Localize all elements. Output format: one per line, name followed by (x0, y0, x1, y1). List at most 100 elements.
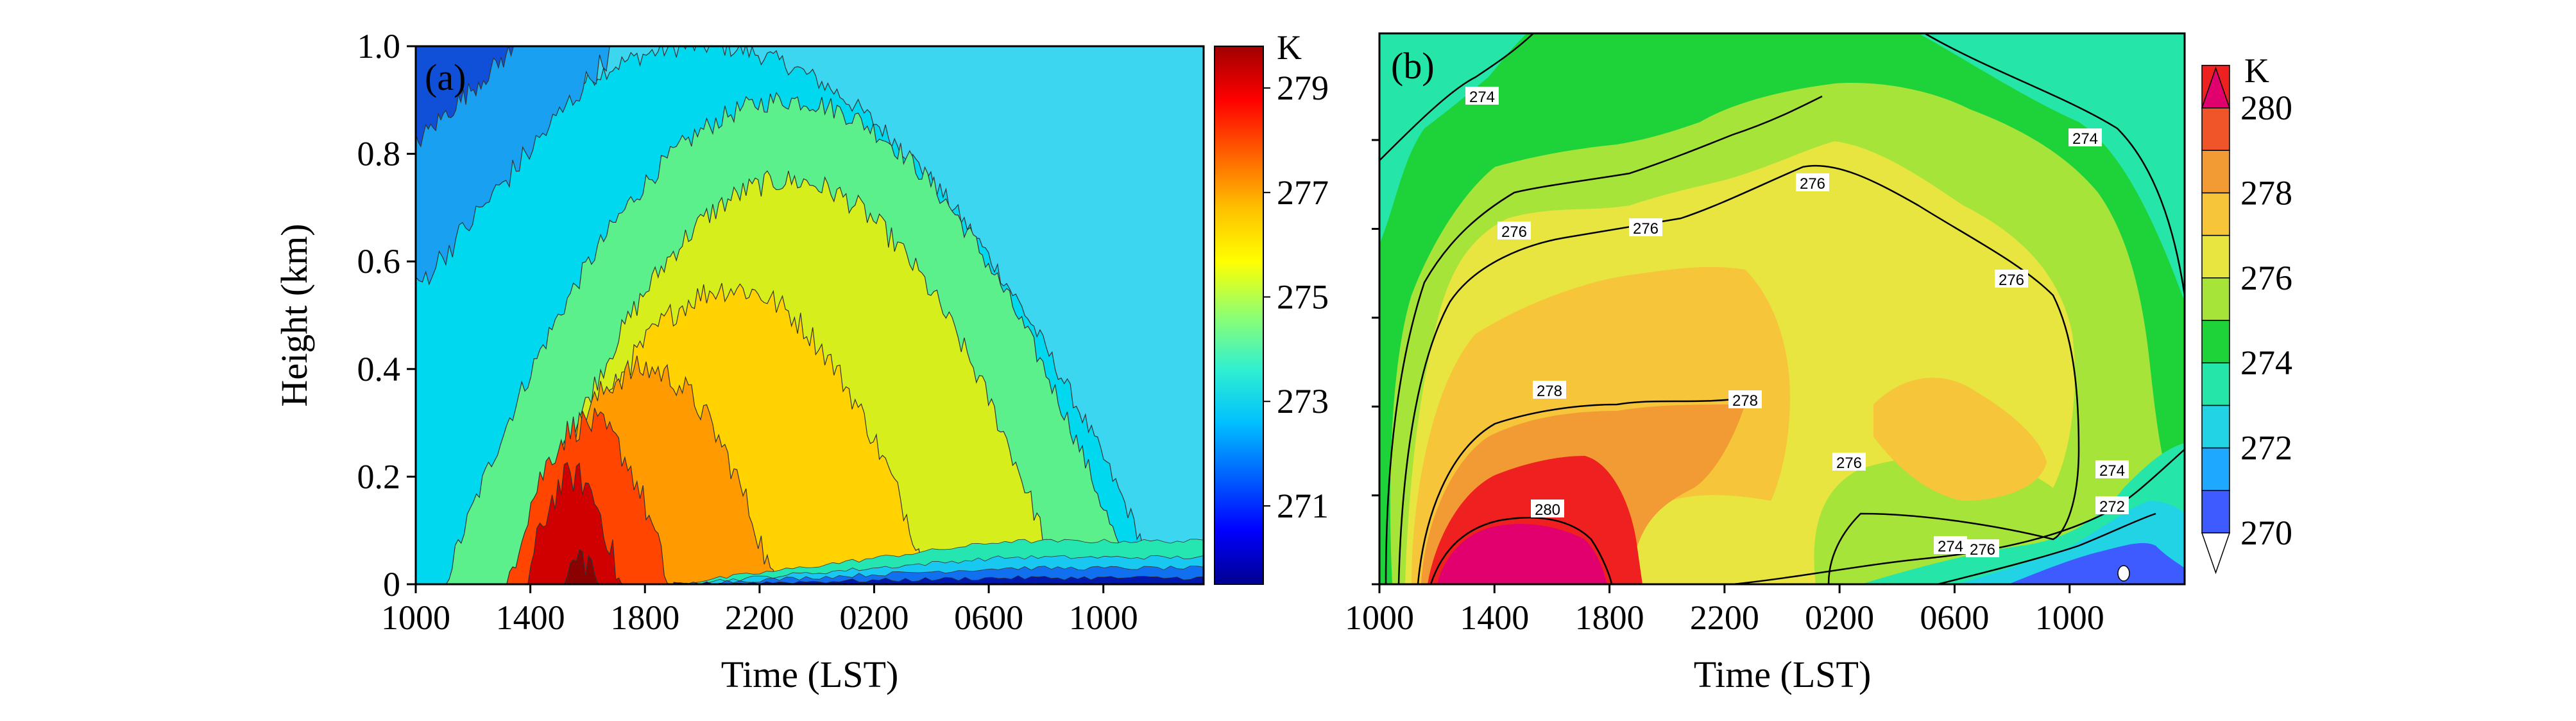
panel-b-contour-label: 276 (1800, 175, 1825, 193)
panel-a-xtick-label: 1400 (496, 598, 565, 637)
panel-b-contour-label: 276 (1501, 223, 1527, 241)
panel-b-contour-label-box (1497, 222, 1531, 239)
panel-b-colorbar-box (2201, 320, 2230, 363)
panel-b-xtick-label: 1000 (2035, 598, 2104, 637)
panel-a-xtick-label: 0200 (839, 598, 908, 637)
panel-b-contour-label: 276 (1970, 541, 1995, 559)
panel-b-contour-line (1924, 33, 2185, 296)
panel-b-colorbar-box (2201, 362, 2230, 406)
panel-b-contour-label: 272 (2099, 498, 2125, 516)
panel-b-xtick-label: 0600 (1920, 598, 1989, 637)
panel-b-fill-271s (2008, 543, 2185, 584)
panel-b-contour-label-box (1531, 499, 1564, 517)
panel-b-contour-line (1429, 517, 1613, 584)
panel-b-contour-label: 276 (1999, 272, 2024, 289)
panel-b-contour-label: 274 (1469, 89, 1495, 106)
panel-b-colorbar-box (2201, 447, 2230, 491)
panel-b-colorbar-label: 270 (2240, 514, 2292, 552)
panel-b-contour-label-box (1465, 87, 1499, 105)
panel-b-contour-label-box (1995, 270, 2028, 288)
panel-b-fill-270 (2117, 565, 2130, 582)
panel-b-colorbar: K 270 272 274 276 278 280 (2201, 51, 2292, 575)
panel-a-band-cold (416, 46, 617, 286)
panel-b-contour-label-box (1629, 218, 1662, 236)
panel-b-contour-fill: 274 274 276 276 276 276 278 278 276 274 274 276 272 2… (1379, 33, 2185, 584)
panel-b-contour-line (1937, 512, 2156, 584)
panel-a-colorbar-label: 275 (1277, 278, 1329, 317)
panel-b-fill-273 (1379, 33, 1527, 244)
panel-b-contour-line (1417, 397, 1746, 584)
panel-b-contour-label-box (2068, 128, 2102, 146)
panel-b-xtick-label: 1400 (1460, 598, 1529, 637)
panel-a: 1000 1400 1800 2200 0200 0600 100000.20.40.60.… (273, 27, 1329, 695)
panel-a-axes: 1000 1400 1800 2200 0200 0600 100000.20.40.60.… (357, 27, 1138, 637)
panel-b-contour-line (1379, 33, 1534, 161)
panel-a-colorbar-unit: K (1277, 28, 1302, 67)
panel-a-heatmap (416, 46, 1204, 584)
panel-b-frame (1378, 32, 2186, 586)
panel-a-label: (a) (425, 56, 466, 98)
panel-a-colorbar-label: 277 (1277, 173, 1329, 212)
panel-b-colorbar-box (2201, 277, 2230, 321)
panel-b-label: (b) (1391, 45, 1435, 87)
panel-b-xtick-label: 2200 (1690, 598, 1759, 637)
panel-b-contour-label: 274 (2072, 130, 2098, 148)
panel-a-ytick-label: 0 (383, 565, 400, 604)
panel-b-contour-label-box (2095, 496, 2129, 514)
panel-b-colorbar-box (2201, 234, 2230, 279)
panel-b-contour-label-box (1728, 390, 1762, 408)
panel-b-contour-line (1397, 164, 2080, 584)
panel-b-colorbar-label: 274 (2240, 343, 2292, 382)
panel-a-ytick-label: 1.0 (357, 27, 401, 65)
panel-b-colorbar-unit: K (2244, 51, 2269, 90)
panel-b-colorbar-under (2201, 532, 2231, 575)
panel-b-contour-label-box (2095, 460, 2129, 478)
panel-b-fill-273 (1918, 33, 2185, 302)
panel-b-colorbar-label: 278 (2240, 173, 2292, 212)
panel-b-axes: 1000 1400 1800 2200 0200 0600 1000 (1345, 139, 2104, 637)
panel-b-xtick-label: 1000 (1345, 598, 1414, 637)
panel-b-contour-label: 276 (1633, 220, 1659, 238)
panel-a-band-279.3 (416, 548, 1204, 584)
panel-b-contour-label: 280 (1535, 501, 1560, 519)
panel-b-xlabel: Time (LST) (1694, 654, 1872, 695)
panel-a-ytick-label: 0.8 (357, 135, 401, 173)
panel-b-colorbar-label: 276 (2240, 259, 2292, 297)
panel-b-colorbar-over (2201, 66, 2231, 109)
panel-b-contour-label: 274 (2099, 462, 2125, 480)
panel-b-contour-label: 274 (1938, 538, 1963, 555)
panel-b-contour-line (1385, 95, 1823, 584)
panel-a-colorbar-label: 271 (1277, 487, 1329, 525)
panel-a-frame (414, 45, 1205, 586)
panel-a-colorbar-gradient (1214, 46, 1264, 585)
panel-b-contour-label: 276 (1836, 455, 1862, 472)
panel-b-colorbar-box (2201, 404, 2230, 449)
panel-b-contour-label-box (1966, 539, 1999, 557)
panel-b-colorbar-box (2201, 107, 2230, 151)
panel-b-fill-277b (1873, 378, 2047, 501)
panel-a-ytick-label: 0.6 (357, 242, 401, 281)
panel-a-colorbar-label: 279 (1277, 69, 1329, 107)
panel-b-contour-label-box (1796, 173, 1829, 191)
panel-a-xtick-label: 0600 (954, 598, 1023, 637)
panel-b-contour-label: 278 (1537, 383, 1562, 400)
panel-a-xtick-label: 1000 (381, 598, 450, 637)
panel-a-xlabel: Time (LST) (721, 654, 899, 695)
panel-b-xtick-label: 0200 (1805, 598, 1874, 637)
panel-b-xtick-label: 1800 (1575, 598, 1644, 637)
panel-b: 274 274 276 276 276 276 278 278 276 274 274 276 272 2… (1345, 32, 2292, 695)
panel-b-contour-label-box (1533, 381, 1566, 399)
panel-a-band-278.5 (416, 462, 1204, 584)
panel-a-colorbar-label: 273 (1277, 382, 1329, 421)
panel-a-xtick-label: 2200 (725, 598, 794, 637)
panel-b-contour-label-box (1832, 453, 1866, 471)
panel-b-colorbar-box (2201, 192, 2230, 236)
panel-b-fill-280 (1437, 524, 1607, 584)
panel-a-ytick-label: 0.4 (357, 350, 401, 388)
panel-b-contour-label-box (1934, 536, 1967, 554)
panel-a-xtick-label: 1800 (610, 598, 679, 637)
panel-a-band-coldest (416, 46, 516, 148)
panel-b-colorbar-label: 272 (2240, 429, 2292, 467)
